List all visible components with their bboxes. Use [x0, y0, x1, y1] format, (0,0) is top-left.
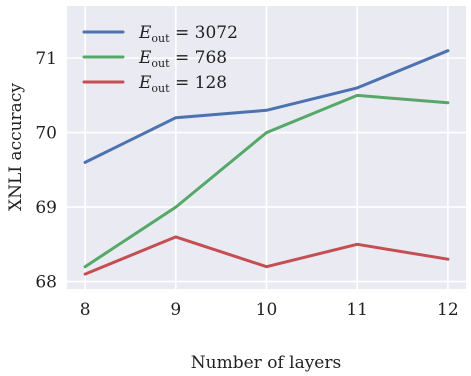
- x-tick-label: 9: [170, 300, 181, 320]
- x-tick-label: 11: [346, 300, 368, 320]
- legend-label-subscript: out: [151, 57, 170, 70]
- legend-label-equals: =: [170, 23, 195, 43]
- legend-label-value: 128: [195, 73, 227, 93]
- legend-label-subscript: out: [151, 32, 170, 45]
- x-tick-labels: 8 9 10 11 12: [80, 300, 459, 320]
- legend-label-symbol: E: [138, 48, 152, 68]
- legend-label-value: 3072: [195, 23, 238, 43]
- legend-label-value: 768: [195, 48, 227, 68]
- x-axis-title: Number of layers: [191, 353, 341, 373]
- series-line-768: [83, 93, 450, 269]
- legend-label-subscript: out: [151, 82, 170, 95]
- legend-label: Eout = 128: [138, 73, 227, 95]
- y-tick-label: 69: [35, 198, 57, 218]
- legend-label-symbol: E: [138, 73, 152, 93]
- y-tick-label: 70: [35, 124, 57, 144]
- legend-label: Eout = 3072: [138, 23, 238, 45]
- y-axis-title: XNLI accuracy: [6, 83, 26, 211]
- x-tick-label: 10: [256, 300, 278, 320]
- legend-entry-768: Eout = 768: [82, 48, 227, 70]
- legend-label: Eout = 768: [138, 48, 227, 70]
- legend-label-equals: =: [170, 48, 195, 68]
- x-tick-label: 8: [80, 300, 91, 320]
- series-line-3072: [83, 49, 450, 164]
- y-tick-label: 68: [35, 273, 57, 293]
- legend-label-symbol: E: [138, 23, 152, 43]
- legend-label-equals: =: [170, 73, 195, 93]
- grid: [67, 6, 466, 289]
- y-tick-labels: 68 69 70 71: [35, 49, 57, 292]
- x-tick-label: 12: [437, 300, 459, 320]
- legend-entry-3072: Eout = 3072: [82, 23, 238, 45]
- series-lines: [83, 49, 450, 276]
- y-tick-label: 71: [35, 49, 57, 69]
- series-line-128: [83, 235, 450, 276]
- legend-entry-128: Eout = 128: [82, 73, 227, 95]
